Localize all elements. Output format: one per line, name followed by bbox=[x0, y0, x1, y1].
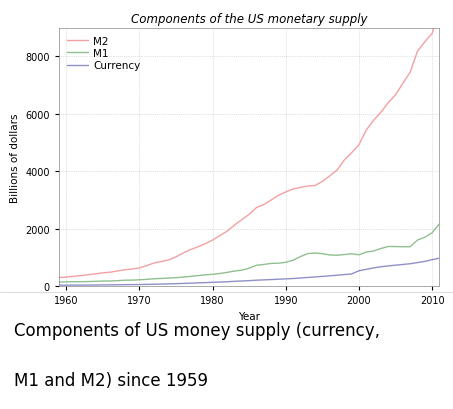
Currency bbox=[56, 283, 62, 288]
M1 bbox=[298, 254, 303, 259]
M2 bbox=[159, 259, 164, 264]
Text: M1 and M2) since 1959: M1 and M2) since 1959 bbox=[14, 371, 207, 389]
M2 bbox=[437, 8, 442, 13]
Line: M2: M2 bbox=[59, 10, 439, 278]
M1 bbox=[437, 222, 442, 227]
Currency bbox=[349, 272, 354, 277]
Currency bbox=[393, 263, 398, 268]
X-axis label: Year: Year bbox=[238, 311, 260, 321]
M1 bbox=[283, 260, 289, 265]
Y-axis label: Billions of dollars: Billions of dollars bbox=[10, 113, 19, 202]
Currency bbox=[437, 256, 442, 261]
M1 bbox=[393, 245, 398, 249]
M2 bbox=[56, 275, 62, 280]
Currency bbox=[283, 277, 289, 282]
M1 bbox=[159, 276, 164, 281]
M1 bbox=[276, 261, 281, 266]
Line: M1: M1 bbox=[59, 224, 439, 282]
Line: Currency: Currency bbox=[59, 258, 439, 285]
Currency bbox=[298, 276, 303, 281]
M1 bbox=[349, 252, 354, 256]
M2 bbox=[283, 190, 289, 195]
M2 bbox=[393, 93, 398, 98]
M2 bbox=[276, 193, 281, 198]
M2 bbox=[298, 186, 303, 191]
Title: Components of the US monetary supply: Components of the US monetary supply bbox=[131, 13, 367, 26]
Legend: M2, M1, Currency: M2, M1, Currency bbox=[64, 34, 144, 74]
Text: Components of US money supply (currency,: Components of US money supply (currency, bbox=[14, 321, 380, 339]
Currency bbox=[159, 282, 164, 287]
M1 bbox=[56, 280, 62, 285]
M2 bbox=[349, 151, 354, 156]
Currency bbox=[276, 277, 281, 282]
